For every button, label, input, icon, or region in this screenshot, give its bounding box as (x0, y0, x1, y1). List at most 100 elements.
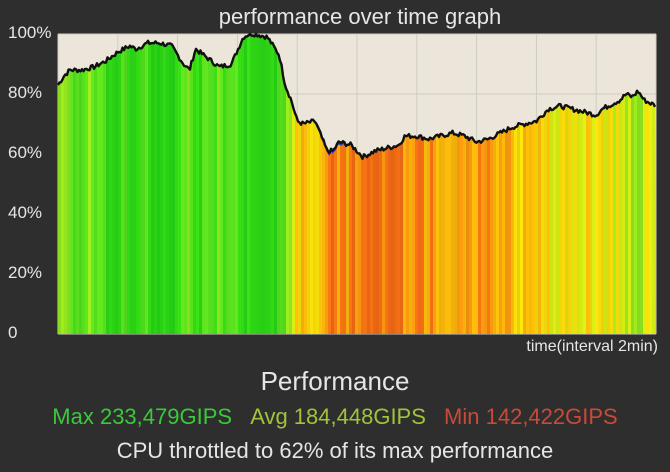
area-stripe (427, 34, 431, 334)
area-stripe (493, 34, 497, 334)
area-stripe (139, 34, 143, 334)
area-stripe (340, 34, 344, 334)
area-stripe (451, 34, 455, 334)
area-stripe (535, 34, 539, 334)
area-stripe (442, 34, 446, 334)
area-stripe (325, 34, 329, 334)
area-stripe (319, 34, 323, 334)
area-stripe (415, 34, 419, 334)
area-stripe (334, 34, 338, 334)
performance-heading: Performance (260, 366, 410, 396)
area-stripe (412, 34, 416, 334)
area-stripe (370, 34, 374, 334)
area-stripe (481, 34, 485, 334)
area-stripe (268, 34, 272, 334)
area-stripe (487, 34, 491, 334)
area-stripe (607, 34, 611, 334)
area-stripe (169, 34, 173, 334)
area-stripe (649, 34, 653, 334)
area-stripe (454, 34, 458, 334)
area-stripe (100, 34, 104, 334)
area-stripe (445, 34, 449, 334)
area-stripe (385, 34, 389, 334)
area-stripe (58, 34, 62, 334)
area-stripe (271, 34, 275, 334)
performance-chart (56, 32, 657, 335)
area-stripe (289, 34, 293, 334)
area-stripe (484, 34, 488, 334)
area-stripe (436, 34, 440, 334)
area-stripe (373, 34, 377, 334)
area-stripe (310, 34, 314, 334)
area-stripe (127, 34, 131, 334)
area-stripe (631, 34, 635, 334)
area-stripe (526, 34, 530, 334)
area-stripe (130, 34, 134, 334)
area-stripe (367, 34, 371, 334)
area-stripe (400, 34, 404, 334)
area-stripe (202, 34, 206, 334)
area-stripe (478, 34, 482, 334)
area-stripe (205, 34, 209, 334)
area-stripe (568, 34, 572, 334)
area-stripe (610, 34, 614, 334)
area-stripe (316, 34, 320, 334)
area-stripe (91, 34, 95, 334)
area-stripe (133, 34, 137, 334)
area-stripe (544, 34, 548, 334)
area-stripe (538, 34, 542, 334)
area-stripe (142, 34, 146, 334)
y-tick-label: 40% (8, 203, 43, 222)
area-stripe (562, 34, 566, 334)
area-stripe (640, 34, 644, 334)
area-color-stripes (58, 34, 656, 334)
area-stripe (259, 34, 263, 334)
area-stripe (265, 34, 269, 334)
area-stripe (280, 34, 284, 334)
area-stripe (523, 34, 527, 334)
area-stripe (199, 34, 203, 334)
area-stripe (604, 34, 608, 334)
area-stripe (121, 34, 125, 334)
area-stripe (118, 34, 122, 334)
area-stripe (109, 34, 113, 334)
area-stripe (508, 34, 512, 334)
area-stripe (250, 34, 254, 334)
area-stripe (397, 34, 401, 334)
area-stripe (277, 34, 281, 334)
y-tick-label: 80% (8, 83, 43, 102)
area-stripe (136, 34, 140, 334)
area-stripe (298, 34, 302, 334)
area-stripe (643, 34, 647, 334)
area-stripe (70, 34, 74, 334)
area-stripe (634, 34, 638, 334)
area-stripe (550, 34, 554, 334)
area-stripe (529, 34, 533, 334)
area-stripe (61, 34, 65, 334)
min-value: Min 142,422GIPS (444, 404, 618, 429)
area-stripe (457, 34, 461, 334)
area-stripe (502, 34, 506, 334)
area-stripe (67, 34, 71, 334)
area-stripe (628, 34, 632, 334)
area-stripe (433, 34, 437, 334)
area-stripe (217, 34, 221, 334)
area-stripe (364, 34, 368, 334)
area-stripe (586, 34, 590, 334)
area-stripe (496, 34, 500, 334)
area-stripe (355, 34, 359, 334)
y-tick-label: 60% (8, 143, 43, 162)
area-stripe (619, 34, 623, 334)
area-stripe (226, 34, 230, 334)
area-stripe (583, 34, 587, 334)
area-stripe (616, 34, 620, 334)
area-stripe (211, 34, 215, 334)
area-stripe (382, 34, 386, 334)
area-stripe (247, 34, 251, 334)
area-stripe (556, 34, 560, 334)
area-stripe (124, 34, 128, 334)
area-stripe (460, 34, 464, 334)
area-stripe (229, 34, 233, 334)
area-stripe (232, 34, 236, 334)
performance-stats: Max 233,479GIPS Avg 184,448GIPS Min 142,… (0, 404, 670, 430)
